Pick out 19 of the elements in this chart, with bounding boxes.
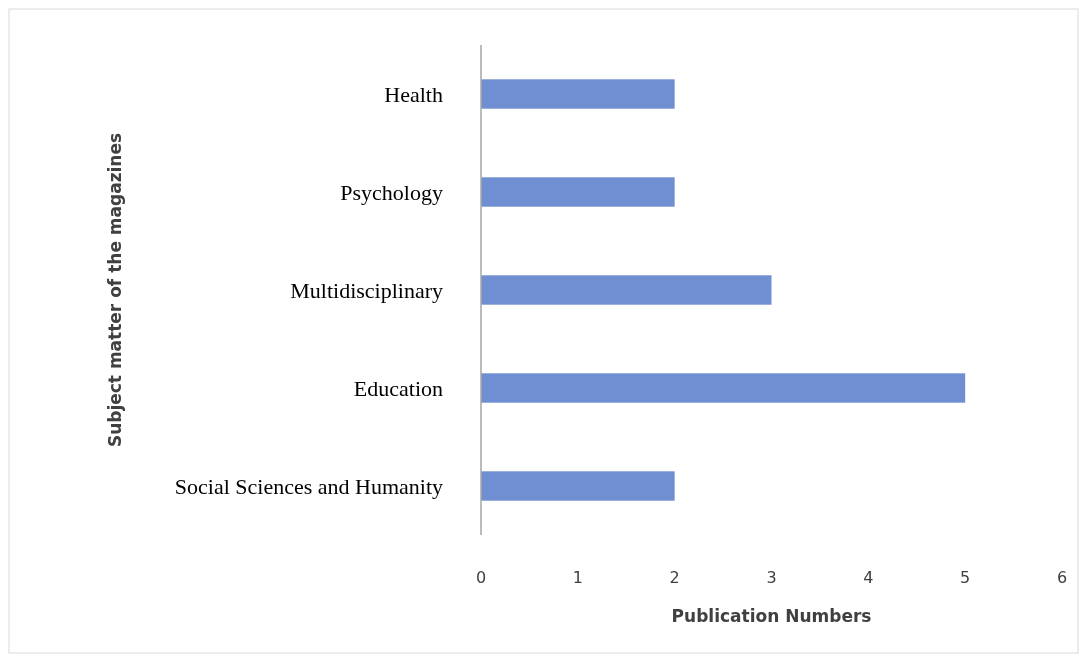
bar [481, 275, 772, 305]
bar [481, 471, 675, 501]
y-tick-label: Psychology [340, 179, 443, 205]
y-axis-title: Subject matter of the magazines [105, 132, 125, 448]
x-tick-label: 6 [1056, 568, 1068, 587]
bar [481, 177, 675, 207]
y-tick-label: Health [384, 81, 443, 107]
y-tick-label: Multidisciplinary [290, 277, 443, 303]
x-tick-label: 2 [669, 568, 680, 587]
x-axis-title: Publication Numbers [671, 606, 872, 626]
y-tick-label: Education [353, 375, 443, 401]
x-tick-label: 4 [863, 568, 874, 587]
x-tick-label: 3 [766, 568, 777, 587]
bar [481, 373, 966, 403]
x-tick-label: 0 [475, 568, 487, 587]
x-tick-label: 5 [960, 568, 971, 587]
x-tick-label: 1 [572, 568, 583, 587]
y-tick-label: Social Sciences and Humanity [174, 473, 443, 499]
bar [481, 79, 675, 109]
